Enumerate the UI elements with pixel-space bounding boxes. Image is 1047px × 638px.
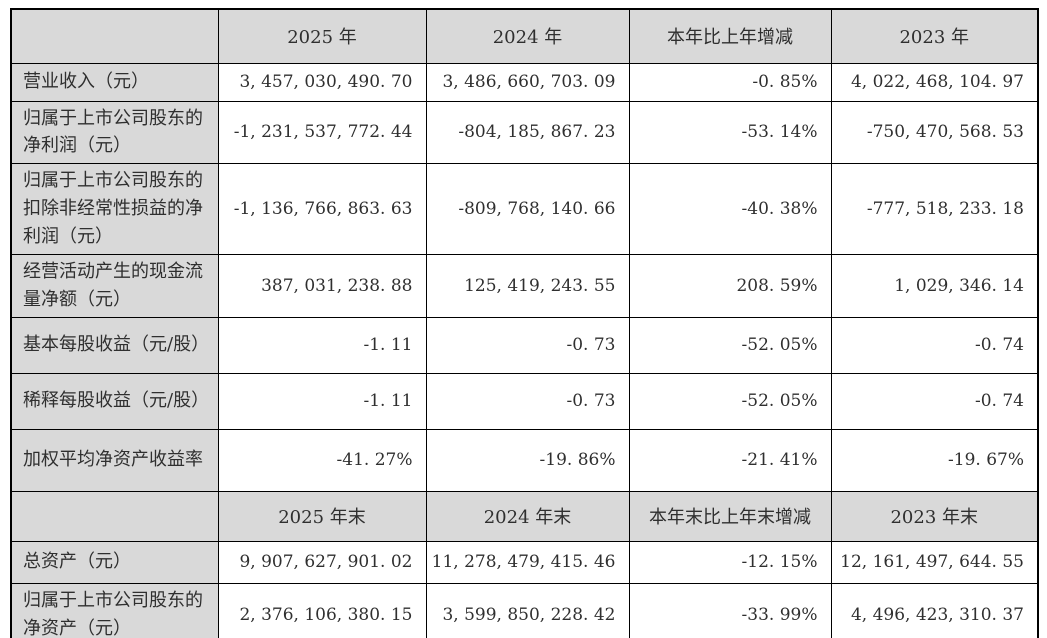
value-cell: 3, 486, 660, 703. 09 <box>425 62 630 102</box>
value-cell: -1. 11 <box>217 316 427 374</box>
row-label-revenue: 营业收入（元） <box>10 62 219 102</box>
value-cell: -0. 74 <box>830 316 1039 374</box>
table-row-net-profit: 归属于上市公司股东的净利润（元） -1, 231, 537, 772. 44 -… <box>10 100 1039 165</box>
header-cell-end-yoy-change: 本年末比上年末增减 <box>628 490 832 542</box>
value-cell: -52. 05% <box>628 372 832 430</box>
value-cell: -0. 73 <box>425 372 630 430</box>
row-label-net-profit-excl-nonrecurring: 归属于上市公司股东的扣除非经常性损益的净利润（元） <box>10 163 219 255</box>
row-label-basic-eps: 基本每股收益（元/股） <box>10 316 219 374</box>
header-row-current: 2025 年 2024 年 本年比上年增减 2023 年 <box>10 8 1039 64</box>
table-row-net-profit-excl-nonrecurring: 归属于上市公司股东的扣除非经常性损益的净利润（元） -1, 136, 766, … <box>10 163 1039 255</box>
header-row-period-end: 2025 年末 2024 年末 本年末比上年末增减 2023 年末 <box>10 490 1039 542</box>
header-cell-2023-end: 2023 年末 <box>830 490 1039 542</box>
value-cell: 1, 029, 346. 14 <box>830 253 1039 318</box>
value-cell: -804, 185, 867. 23 <box>425 100 630 165</box>
table-row-total-assets: 总资产（元） 9, 907, 627, 901. 02 11, 278, 479… <box>10 540 1039 584</box>
header-cell-2025: 2025 年 <box>217 8 427 64</box>
value-cell: -1, 136, 766, 863. 63 <box>217 163 427 255</box>
value-cell: 387, 031, 238. 88 <box>217 253 427 318</box>
value-cell: -33. 99% <box>628 582 832 638</box>
header-cell-2024-end: 2024 年末 <box>425 490 630 542</box>
value-cell: -52. 05% <box>628 316 832 374</box>
row-label-total-assets: 总资产（元） <box>10 540 219 584</box>
value-cell: 12, 161, 497, 644. 55 <box>830 540 1039 584</box>
table-row-operating-cash-flow: 经营活动产生的现金流量净额（元） 387, 031, 238. 88 125, … <box>10 253 1039 318</box>
value-cell: -0. 74 <box>830 372 1039 430</box>
row-label-net-assets: 归属于上市公司股东的净资产（元） <box>10 582 219 638</box>
table-row-diluted-eps: 稀释每股收益（元/股） -1. 11 -0. 73 -52. 05% -0. 7… <box>10 372 1039 430</box>
value-cell: -0. 73 <box>425 316 630 374</box>
value-cell: -12. 15% <box>628 540 832 584</box>
header-cell-yoy-change: 本年比上年增减 <box>628 8 832 64</box>
row-label-operating-cash-flow: 经营活动产生的现金流量净额（元） <box>10 253 219 318</box>
value-cell: 4, 496, 423, 310. 37 <box>830 582 1039 638</box>
value-cell: 3, 457, 030, 490. 70 <box>217 62 427 102</box>
table-row-weighted-avg-roe: 加权平均净资产收益率 -41. 27% -19. 86% -21. 41% -1… <box>10 428 1039 492</box>
row-label-net-profit: 归属于上市公司股东的净利润（元） <box>10 100 219 165</box>
value-cell: 4, 022, 468, 104. 97 <box>830 62 1039 102</box>
value-cell: 11, 278, 479, 415. 46 <box>425 540 630 584</box>
value-cell: -53. 14% <box>628 100 832 165</box>
row-label-diluted-eps: 稀释每股收益（元/股） <box>10 372 219 430</box>
value-cell: -1. 11 <box>217 372 427 430</box>
value-cell: -21. 41% <box>628 428 832 492</box>
value-cell: -809, 768, 140. 66 <box>425 163 630 255</box>
header-cell-2025-end: 2025 年末 <box>217 490 427 542</box>
header-cell-2024: 2024 年 <box>425 8 630 64</box>
value-cell: -750, 470, 568. 53 <box>830 100 1039 165</box>
value-cell: 3, 599, 850, 228. 42 <box>425 582 630 638</box>
table-row-revenue: 营业收入（元） 3, 457, 030, 490. 70 3, 486, 660… <box>10 62 1039 102</box>
value-cell: -40. 38% <box>628 163 832 255</box>
value-cell: -19. 67% <box>830 428 1039 492</box>
table-row-basic-eps: 基本每股收益（元/股） -1. 11 -0. 73 -52. 05% -0. 7… <box>10 316 1039 374</box>
value-cell: -0. 85% <box>628 62 832 102</box>
table-row-net-assets: 归属于上市公司股东的净资产（元） 2, 376, 106, 380. 15 3,… <box>10 582 1039 638</box>
header-empty-cell <box>10 490 219 542</box>
value-cell: 2, 376, 106, 380. 15 <box>217 582 427 638</box>
header-empty-cell <box>10 8 219 64</box>
value-cell: 208. 59% <box>628 253 832 318</box>
financial-summary-table: 2025 年 2024 年 本年比上年增减 2023 年 营业收入（元） 3, … <box>10 8 1039 638</box>
value-cell: -19. 86% <box>425 428 630 492</box>
value-cell: 125, 419, 243. 55 <box>425 253 630 318</box>
value-cell: -1, 231, 537, 772. 44 <box>217 100 427 165</box>
row-label-weighted-avg-roe: 加权平均净资产收益率 <box>10 428 219 492</box>
header-cell-2023: 2023 年 <box>830 8 1039 64</box>
value-cell: -777, 518, 233. 18 <box>830 163 1039 255</box>
value-cell: -41. 27% <box>217 428 427 492</box>
value-cell: 9, 907, 627, 901. 02 <box>217 540 427 584</box>
